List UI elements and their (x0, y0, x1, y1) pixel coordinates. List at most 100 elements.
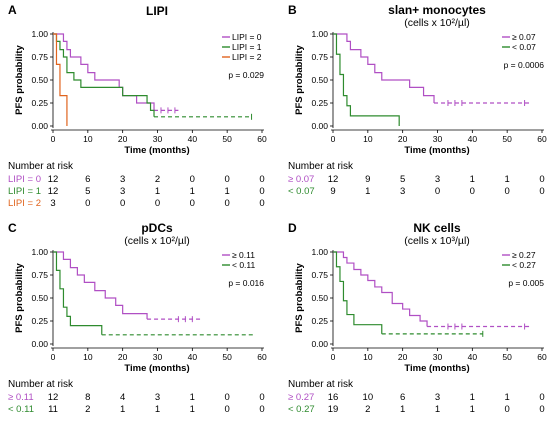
y-axis-label: PFS probability (14, 262, 25, 332)
series-line-3 (53, 33, 68, 126)
risk-count: 0 (225, 404, 230, 415)
p-value: p = 0.029 (228, 70, 264, 80)
x-axis-label: Time (months) (124, 363, 189, 374)
risk-count: 0 (85, 198, 90, 209)
risk-count: 16 (328, 392, 339, 403)
risk-count: 0 (190, 174, 195, 185)
risk-count: 0 (539, 186, 544, 197)
risk-row-label: ≥ 0.11 (8, 392, 34, 403)
y-tick-label: 0.75 (311, 52, 328, 62)
x-tick-label: 50 (222, 352, 232, 362)
risk-count: 1 (470, 174, 475, 185)
x-tick-label: 0 (51, 352, 56, 362)
y-tick-label: 0.00 (31, 339, 48, 349)
legend-label-3: LIPI = 2 (232, 52, 262, 62)
risk-table-header: Number at risk (8, 161, 74, 172)
p-value: p = 0.005 (508, 278, 544, 288)
x-tick-label: 50 (502, 352, 512, 362)
risk-count: 3 (435, 392, 440, 403)
risk-count: 3 (435, 174, 440, 185)
risk-count: 0 (505, 404, 510, 415)
legend-label-2: < 0.07 (512, 42, 536, 52)
risk-count: 8 (85, 392, 90, 403)
risk-count: 0 (259, 404, 264, 415)
risk-count: 12 (328, 174, 339, 185)
risk-row-label: < 0.27 (288, 404, 315, 415)
risk-table-header: Number at risk (288, 379, 354, 390)
x-tick-label: 60 (257, 352, 267, 362)
panel-letter: C (8, 221, 17, 235)
risk-count: 9 (365, 174, 370, 185)
y-tick-label: 0.25 (31, 98, 48, 108)
risk-count: 1 (190, 392, 195, 403)
risk-row-label: < 0.11 (8, 404, 34, 415)
y-tick-label: 0.25 (311, 316, 328, 326)
risk-count: 2 (365, 404, 370, 415)
risk-count: 19 (328, 404, 339, 415)
risk-count: 3 (50, 198, 55, 209)
risk-count: 12 (48, 392, 59, 403)
risk-count: 1 (505, 392, 510, 403)
y-tick-label: 1.00 (311, 29, 328, 39)
risk-count: 0 (259, 186, 264, 197)
risk-row-label: ≥ 0.27 (288, 392, 314, 403)
risk-count: 1 (365, 186, 370, 197)
x-tick-label: 60 (537, 352, 547, 362)
risk-count: 3 (155, 392, 160, 403)
x-tick-label: 20 (398, 134, 408, 144)
risk-count: 1 (470, 392, 475, 403)
panel-title: NK cells (413, 221, 461, 235)
risk-count: 2 (85, 404, 90, 415)
series-line-1 (333, 251, 428, 327)
x-axis-label: Time (months) (124, 145, 189, 156)
risk-count: 0 (120, 198, 125, 209)
risk-count: 0 (259, 174, 264, 185)
y-axis-label: PFS probability (14, 44, 25, 114)
risk-row-label: < 0.07 (288, 186, 315, 197)
risk-count: 0 (259, 392, 264, 403)
y-tick-label: 1.00 (31, 247, 48, 257)
risk-count: 5 (85, 186, 90, 197)
legend-label-1: ≥ 0.27 (512, 250, 536, 260)
legend-label-2: < 0.11 (232, 260, 256, 270)
legend-label-1: LIPI = 0 (232, 32, 262, 42)
risk-row-label: ≥ 0.07 (288, 174, 314, 185)
risk-count: 0 (470, 186, 475, 197)
series-line-1 (333, 33, 435, 103)
risk-count: 3 (120, 174, 125, 185)
risk-count: 1 (120, 404, 125, 415)
y-tick-label: 1.00 (31, 29, 48, 39)
risk-count: 3 (120, 186, 125, 197)
x-tick-label: 10 (363, 352, 373, 362)
y-tick-label: 0.50 (311, 75, 328, 85)
risk-count: 12 (48, 186, 59, 197)
risk-table-header: Number at risk (8, 379, 74, 390)
risk-count: 1 (505, 174, 510, 185)
y-tick-label: 0.00 (311, 121, 328, 131)
y-tick-label: 0.25 (311, 98, 328, 108)
x-axis-label: Time (months) (404, 145, 469, 156)
risk-count: 0 (539, 392, 544, 403)
risk-count: 0 (259, 198, 264, 209)
panel-subtitle: (cells x 10²/µl) (124, 235, 190, 247)
risk-count: 11 (48, 404, 58, 415)
x-tick-label: 40 (188, 134, 198, 144)
y-tick-label: 0.75 (31, 52, 48, 62)
x-tick-label: 0 (331, 134, 336, 144)
series-line-2 (53, 33, 155, 117)
risk-row-label: LIPI = 0 (8, 174, 41, 185)
p-value: p = 0.0006 (504, 60, 545, 70)
risk-count: 1 (190, 186, 195, 197)
y-tick-label: 0.00 (31, 121, 48, 131)
series-line-1 (53, 251, 148, 320)
x-tick-label: 20 (118, 134, 128, 144)
risk-count: 6 (400, 392, 405, 403)
x-tick-label: 0 (51, 134, 56, 144)
x-tick-label: 0 (331, 352, 336, 362)
panel-subtitle: (cells x 10²/µl) (404, 17, 470, 29)
risk-count: 5 (400, 174, 405, 185)
risk-count: 9 (330, 186, 335, 197)
y-tick-label: 0.50 (311, 293, 328, 303)
y-tick-label: 1.00 (311, 247, 328, 257)
